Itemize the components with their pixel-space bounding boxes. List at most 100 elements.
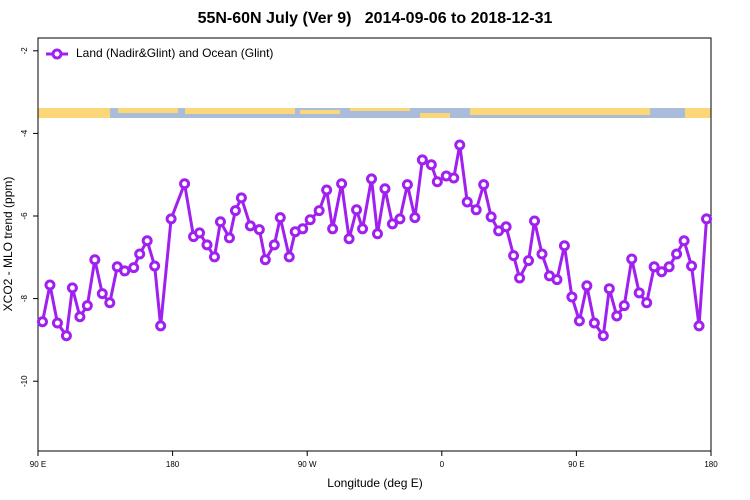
data-point: [119, 265, 131, 277]
data-point: [149, 260, 161, 272]
data-point: [357, 223, 369, 235]
data-point: [478, 179, 490, 191]
x-tick-label: 180: [166, 460, 180, 469]
data-point: [297, 223, 309, 235]
data-point: [386, 218, 398, 230]
data-point: [597, 330, 609, 342]
x-tick-label: 90 E: [568, 460, 584, 469]
data-point: [641, 297, 653, 309]
data-point: [81, 300, 93, 312]
data-point: [214, 216, 226, 228]
data-point: [529, 215, 541, 227]
legend-label: Land (Nadir&Glint) and Ocean (Glint): [76, 46, 273, 60]
data-point: [128, 262, 140, 274]
data-point: [165, 213, 177, 225]
y-tick-label: -2: [20, 47, 29, 55]
y-tick-label: -6: [20, 212, 29, 220]
data-point: [431, 176, 443, 188]
data-point: [648, 261, 660, 273]
data-point: [253, 224, 265, 236]
data-point: [633, 287, 645, 299]
data-point: [416, 154, 428, 166]
legend: Land (Nadir&Glint) and Ocean (Glint): [46, 46, 273, 60]
chart-title: 55N-60N July (Ver 9) 2014-09-06 to 2018-…: [198, 10, 553, 27]
data-point: [566, 291, 578, 303]
data-point: [51, 317, 63, 329]
data-point: [141, 235, 153, 247]
data-point: [686, 260, 698, 272]
data-point: [611, 310, 623, 322]
data-point: [268, 239, 280, 251]
map-strip: [38, 108, 711, 118]
data-point: [336, 178, 348, 190]
data-point: [523, 255, 535, 267]
data-point: [618, 300, 630, 312]
data-point: [96, 288, 108, 300]
data-point: [259, 254, 271, 266]
data-point: [671, 248, 683, 260]
data-point: [366, 173, 378, 185]
y-tick-label: -10: [20, 375, 29, 387]
data-point: [274, 212, 286, 224]
data-point: [104, 297, 116, 309]
plot-frame: [37, 37, 712, 452]
data-point: [603, 283, 615, 295]
data-point: [379, 183, 391, 195]
data-point: [401, 179, 413, 191]
data-point: [448, 172, 460, 184]
y-tick-label: -4: [20, 129, 29, 137]
y-tick-label: -8: [20, 295, 29, 303]
data-point: [304, 214, 316, 226]
data-point: [244, 220, 256, 232]
x-tick-label: 90 E: [30, 460, 46, 469]
data-point: [201, 239, 213, 251]
data-point: [454, 139, 466, 151]
data-point: [134, 248, 146, 260]
data-point: [536, 248, 548, 260]
data-point: [351, 204, 363, 216]
x-tick-label: 0: [440, 460, 445, 469]
data-point: [470, 204, 482, 216]
data-point: [36, 316, 48, 328]
legend-marker: [51, 48, 63, 60]
data-point: [327, 223, 339, 235]
data-point: [179, 178, 191, 190]
data-point: [626, 253, 638, 265]
data-point: [235, 192, 247, 204]
data-point: [581, 280, 593, 292]
data-point: [409, 212, 421, 224]
y-axis-title: XCO2 - MLO trend (ppm): [1, 177, 15, 312]
data-point: [500, 221, 512, 233]
data-point: [343, 233, 355, 245]
data-point: [701, 213, 713, 225]
data-point: [371, 228, 383, 240]
data-point: [663, 261, 675, 273]
x-tick-label: 180: [704, 460, 718, 469]
data-point: [425, 159, 437, 171]
data-point: [313, 205, 325, 217]
x-tick-label: 90 W: [298, 460, 317, 469]
data-point: [656, 266, 668, 278]
data-point: [485, 211, 497, 223]
data-point: [508, 250, 520, 262]
data-point: [194, 227, 206, 239]
data-point: [551, 274, 563, 286]
data-point: [74, 311, 86, 323]
data-point: [155, 320, 167, 332]
data-point: [558, 240, 570, 252]
data-point: [461, 196, 473, 208]
data-point: [514, 272, 526, 284]
data-point: [573, 315, 585, 327]
data-point: [60, 330, 72, 342]
data-point: [223, 232, 235, 244]
x-axis-title: Longitude (deg E): [327, 476, 422, 490]
data-point: [588, 317, 600, 329]
data-point: [693, 320, 705, 332]
data-point: [229, 205, 241, 217]
data-point: [89, 254, 101, 266]
data-point: [394, 213, 406, 225]
data-point: [321, 184, 333, 196]
data-point: [208, 251, 220, 263]
data-point: [678, 235, 690, 247]
